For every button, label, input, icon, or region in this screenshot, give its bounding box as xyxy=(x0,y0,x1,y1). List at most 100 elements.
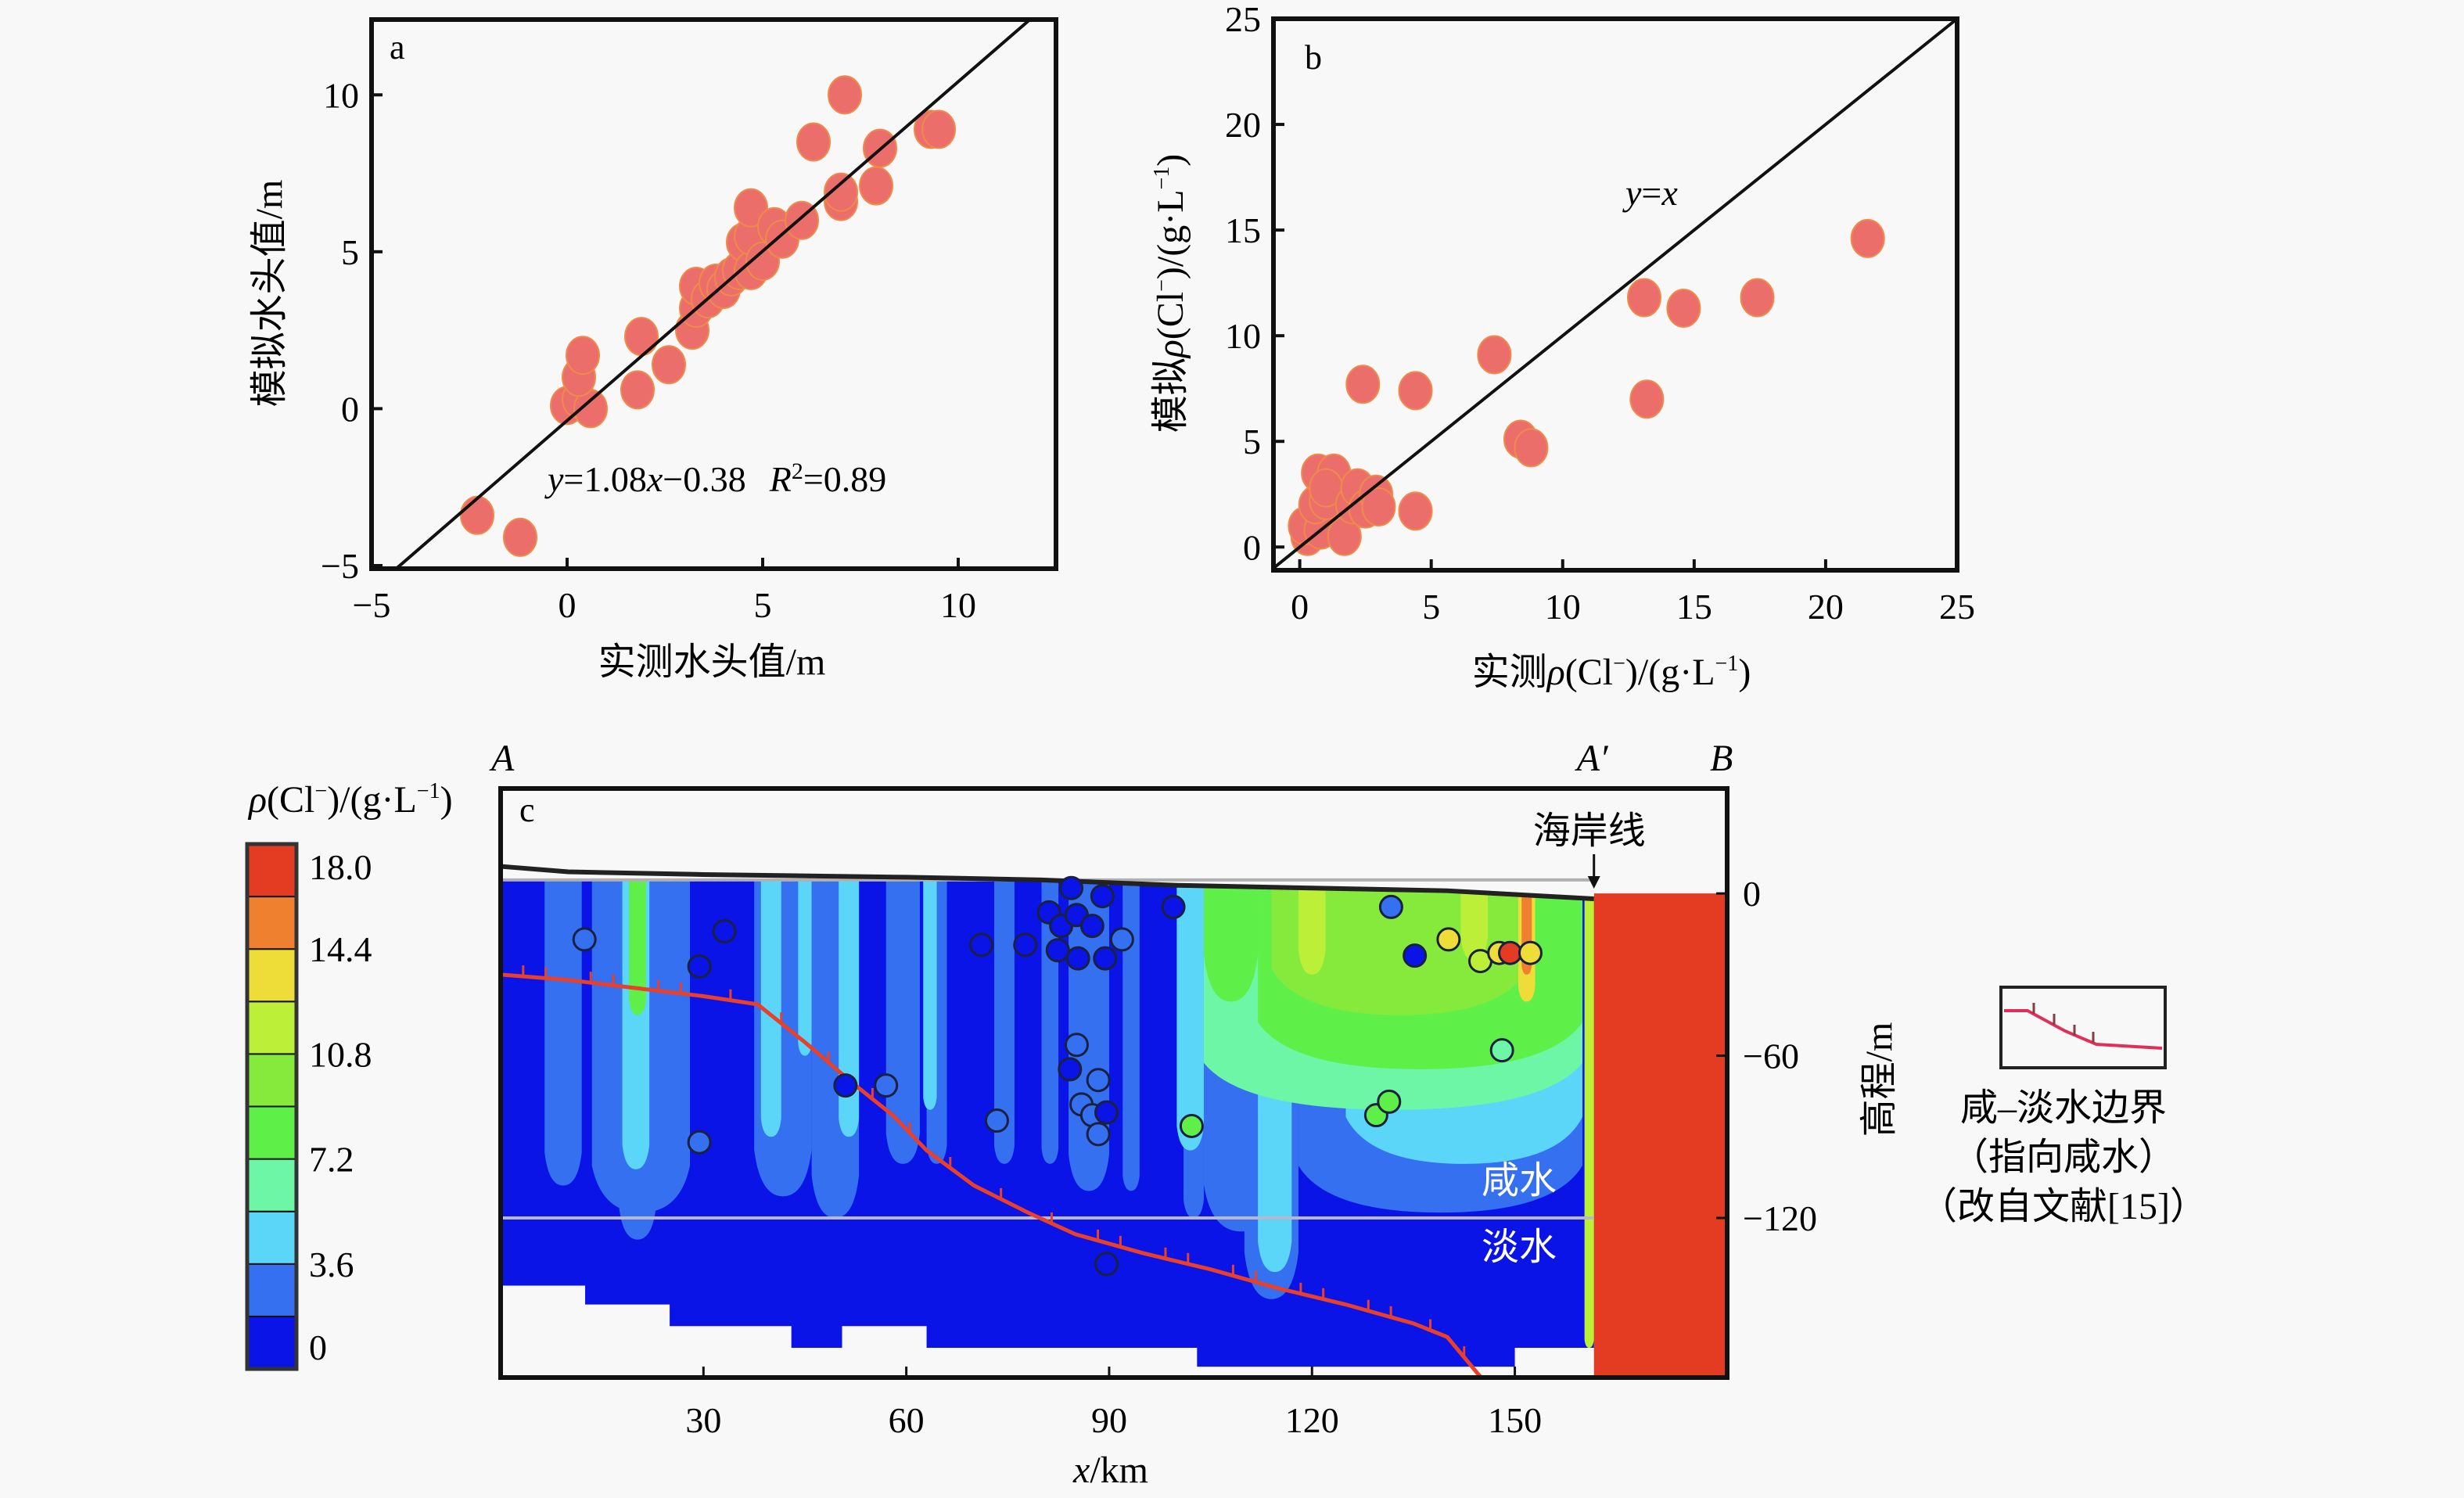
xlabel-sup1: − xyxy=(1613,652,1625,676)
colorbar-frame xyxy=(245,842,299,1371)
colorbar-band xyxy=(246,1158,297,1212)
observation-point xyxy=(833,1073,858,1098)
line-label-eq: = xyxy=(1641,173,1661,213)
coastline-arrow-icon xyxy=(1587,854,1600,889)
concentration-plume xyxy=(1203,885,1259,1002)
observation-point xyxy=(1161,894,1186,919)
concentration-plume xyxy=(1298,885,1326,975)
concentration-plume xyxy=(923,879,937,1110)
observation-point xyxy=(984,1108,1009,1133)
colorbar-tick-label: 10.8 xyxy=(309,1034,372,1074)
eq-y: y xyxy=(544,459,564,499)
x-tick-label: 25 xyxy=(1939,587,1975,627)
x-tick-label: 0 xyxy=(1291,587,1309,627)
cbar-mid: )/(g·L xyxy=(327,779,417,821)
ylabel-sup2: −1 xyxy=(1150,167,1174,190)
concentration-plume xyxy=(760,879,781,1137)
data-point xyxy=(652,345,686,385)
panel-a: −5 0 5 10 −5 0 5 10 a y=1.08x−0.38 R2=0.89 实测水头值… xyxy=(249,17,1058,683)
observation-point xyxy=(1093,946,1118,971)
data-point xyxy=(1666,289,1701,329)
concentration-plume xyxy=(544,879,582,1186)
boundary-legend-symbol-icon xyxy=(2004,1003,2163,1050)
colorbar-band xyxy=(246,1053,297,1108)
above-ground-area xyxy=(501,789,1594,900)
colorbar-band xyxy=(246,948,297,1003)
y-tick-label: 5 xyxy=(1243,422,1261,462)
x-tick-label: 5 xyxy=(754,585,772,625)
y-tick-label: 25 xyxy=(1225,0,1261,39)
panel-b-y-axis-title: 模拟ρ(Cl−)/(g·L−1) xyxy=(1150,154,1191,433)
data-point xyxy=(1626,278,1661,318)
observation-point xyxy=(1090,884,1115,909)
panel-c-observation-points xyxy=(572,875,1543,1277)
coastline-label: 海岸线 xyxy=(1533,810,1646,852)
legend-box xyxy=(1999,986,2167,1069)
y-tick-label: 5 xyxy=(341,232,359,272)
observation-point xyxy=(1377,1089,1402,1114)
x-tick-label: 10 xyxy=(940,585,976,625)
panel-a-frame xyxy=(369,17,1058,571)
data-point xyxy=(921,110,956,149)
observation-point xyxy=(1045,938,1070,963)
eq-intercept: −0.38 xyxy=(663,459,745,499)
observation-point xyxy=(1518,940,1543,965)
panel-b-frame xyxy=(1271,16,1959,573)
observation-point xyxy=(1378,894,1403,919)
concentration-plume xyxy=(1122,879,1140,1191)
observation-point xyxy=(1059,875,1084,900)
concentration-plume xyxy=(1176,879,1204,1151)
observation-point xyxy=(1094,1252,1119,1277)
boundary-line xyxy=(500,972,1483,1379)
eq-r-sup: 2 xyxy=(792,458,803,484)
panel-c-x-axis-title: x/km xyxy=(1072,1450,1148,1491)
colorbar-band xyxy=(246,843,297,898)
x-tick-label: 5 xyxy=(1422,587,1440,627)
xlabel-end: ) xyxy=(1738,652,1751,693)
saline-water-label: 咸水 xyxy=(1482,1160,1557,1202)
line-label-y: y xyxy=(1622,173,1642,213)
colorbar-tick-label: 18.0 xyxy=(309,847,372,887)
concentration-plume xyxy=(798,879,812,1056)
data-point xyxy=(859,166,893,206)
eq-x: x xyxy=(646,459,663,499)
x-tick-label: 150 xyxy=(1488,1400,1542,1440)
data-point xyxy=(460,495,494,535)
panel-c-ticks: 30 60 90 120 150 0 −60 −120 xyxy=(685,874,1817,1440)
y-tick-label: 0 xyxy=(1743,874,1761,914)
y-tick-label: −120 xyxy=(1743,1198,1817,1238)
colorbar-band xyxy=(246,1210,297,1265)
cbar-rest: (Cl xyxy=(267,779,314,821)
panel-c-saline-fresh-boundary xyxy=(500,965,1483,1379)
panel-b-ticks: 0 5 10 15 20 25 0 5 10 15 20 25 xyxy=(1225,0,1975,627)
concentration-plume xyxy=(1584,885,1594,1348)
y-tick-label: 20 xyxy=(1225,105,1261,145)
data-point xyxy=(1629,379,1665,419)
y-tick-label: −60 xyxy=(1743,1036,1799,1076)
legend-label-line2: （指向咸水） xyxy=(1951,1137,2176,1178)
cbar-end: ) xyxy=(440,779,453,821)
boundary-legend: 咸–淡水边界 （指向咸水） （改自文献[15]） xyxy=(1920,986,2207,1227)
observation-point xyxy=(1058,1057,1083,1082)
panel-a-ticks: −5 0 5 10 −5 0 5 10 xyxy=(321,75,976,625)
section-label-a: A xyxy=(489,738,515,779)
cbar-rho: ρ xyxy=(247,779,267,821)
data-point xyxy=(828,75,862,115)
panel-c-ground-surface xyxy=(500,864,1594,902)
ylabel-rest: (Cl xyxy=(1150,292,1191,339)
colorbar-title: ρ(Cl−)/(g·L−1) xyxy=(247,779,453,821)
panel-c-frame xyxy=(498,786,1729,1380)
legend-boundary-line xyxy=(2004,1009,2163,1050)
y-tick-label: 10 xyxy=(323,75,359,115)
data-point xyxy=(796,122,831,162)
ylabel-prefix: 模拟 xyxy=(1150,357,1191,433)
arrow-head xyxy=(1587,876,1600,889)
panel-a-label: a xyxy=(390,28,405,66)
x-tick-label: 20 xyxy=(1808,587,1844,627)
observation-point xyxy=(969,932,994,957)
observation-point xyxy=(687,954,712,979)
line-label-x: x xyxy=(1661,173,1678,213)
xlabel-mid: )/(g·L xyxy=(1625,652,1715,693)
